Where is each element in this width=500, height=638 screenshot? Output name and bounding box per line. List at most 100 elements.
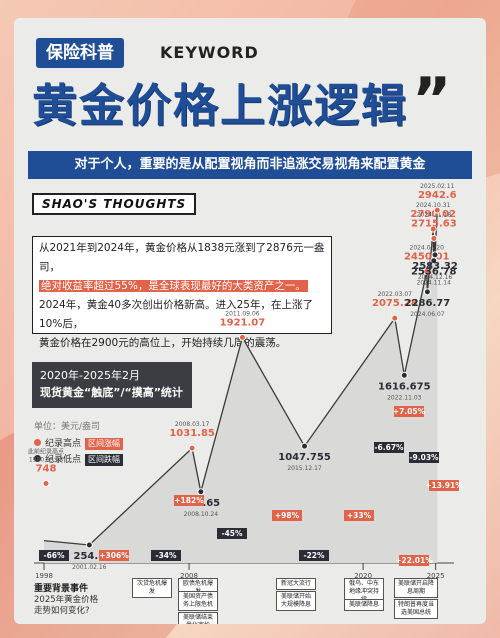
point-low: [197, 488, 205, 496]
point-value: 2075.28: [372, 298, 418, 309]
point-value: 1031.85: [169, 428, 215, 439]
point-value: 2790.02: [410, 209, 456, 220]
change-badge: [39, 550, 69, 561]
point-high: [423, 268, 431, 276]
event-3: 美国资产债务上限危机: [178, 591, 218, 611]
change-label: +7.05%: [393, 407, 426, 416]
infographic-card: 保险科普 KEYWORD 黄金价格上涨逻辑 ” 对于个人，重要的是从配置视角而非…: [14, 18, 486, 624]
point-date: 2024.11.18: [417, 211, 452, 218]
event-6: 美联储开始大规模降息: [276, 591, 316, 611]
change-label: +98%: [275, 511, 300, 520]
point-low: [85, 541, 93, 549]
point-high: [188, 444, 196, 452]
change-label: -66%: [43, 551, 65, 560]
events-question: 2025年黄金价格走势如何变化?: [34, 595, 99, 616]
low-dot-icon: [34, 455, 41, 462]
change-label: -45%: [221, 529, 243, 538]
point-date: 2022.11.03: [387, 394, 422, 401]
point-high: [238, 333, 246, 341]
change-badge: [409, 452, 439, 463]
point-value: 748: [36, 464, 57, 475]
change-badge: [99, 550, 129, 561]
point-high: [391, 314, 399, 322]
point-low: [400, 371, 408, 379]
change-badge: [374, 442, 404, 453]
summary-textbox: 从2021年到2024年，黄金价格从1838元涨到了2876元一盎司， 绝对收益…: [32, 236, 332, 349]
change-badge: [174, 495, 204, 506]
high-dot-icon: [34, 439, 41, 446]
summary-line-3: 2024年，黄金40多次创出价格新高。进入25年，在上涨了10%后，: [39, 299, 313, 330]
events-title: 重要背景事件: [34, 584, 89, 594]
event-8: 美联储降息: [344, 599, 384, 611]
change-label: +182%: [174, 496, 204, 505]
point-date: 2008.03.17: [175, 421, 210, 428]
point-date: 2024.06.07: [410, 311, 445, 318]
price-area: [44, 210, 438, 563]
point-date: 2001.02.16: [72, 564, 107, 571]
summary-line-1: 从2021年到2024年，黄金价格从1838元涨到了2876元一盎司，: [39, 242, 325, 273]
point-value: 1921.07: [220, 317, 266, 328]
summary-line-4: 黄金价格在2900元的高位上，开始持续几周的震荡。: [39, 337, 287, 349]
change-badge: [272, 510, 302, 521]
change-label: -9.03%: [409, 453, 439, 462]
stats-range: 2020年-2025年2月: [40, 369, 140, 382]
quote-mark-icon: ”: [412, 65, 452, 135]
point-date: 2024.11.14: [417, 280, 452, 287]
x-tick-label: 2008: [180, 572, 198, 580]
point-value: 2583.32: [412, 261, 458, 272]
event-5: 新冠大流行: [276, 578, 316, 590]
point-value: 1616.675: [378, 381, 431, 392]
change-badge: [299, 550, 329, 561]
event-1: 次贷危机爆发: [132, 578, 172, 598]
change-label: +306%: [99, 551, 129, 560]
event-10: 特朗普再度当选美国总统: [394, 599, 438, 619]
point-low: [301, 442, 309, 450]
point-date: 2011.09.06: [225, 310, 260, 317]
point-date: 2008.10.24: [184, 511, 219, 518]
change-label: -22%: [303, 551, 325, 560]
point-value: 2286.77: [405, 298, 451, 309]
change-label: -6.67%: [374, 443, 404, 452]
x-tick-label: 2020: [354, 572, 372, 580]
point-date: 1980.09.23: [29, 457, 64, 464]
change-badge: [399, 555, 429, 566]
keyword-label: KEYWORD: [160, 43, 259, 62]
subtitle-bar: 对于个人，重要的是从配置视角而非追涨交易视角来配置黄金: [28, 151, 472, 179]
point-low: [423, 288, 431, 296]
point-date: 2024.10.31: [416, 202, 451, 209]
point-date: 2025.02.11: [420, 183, 455, 190]
point-high: [429, 225, 437, 233]
legend-low: 纪录低点 区间跌幅: [34, 452, 124, 468]
change-label: -34%: [155, 551, 177, 560]
legend-high: 纪录高点 区间涨幅: [34, 436, 124, 452]
thoughts-badge: SHAO'S THOUGHTS: [32, 193, 197, 215]
x-tick-label: 2025: [427, 572, 445, 580]
change-badge: [394, 406, 424, 417]
page-title: 黄金价格上涨逻辑: [32, 79, 409, 132]
point-note: 此前纪录高点: [28, 448, 64, 456]
change-label: +33%: [347, 511, 372, 520]
change-badge: [217, 528, 247, 539]
category-tag: 保险科普: [36, 38, 124, 68]
x-tick-label: 1998: [35, 572, 53, 580]
point-value: 2536.78: [411, 267, 457, 278]
point-date: 2024.12.16: [418, 274, 453, 281]
point-value: 2715.63: [411, 218, 457, 229]
point-date: 2024.05.20: [410, 245, 445, 252]
event-9: 美联储开启降息周期: [394, 578, 438, 598]
unit-label: 单位：美元/盎司: [34, 422, 101, 432]
point-high: [42, 480, 50, 488]
point-high: [433, 206, 441, 214]
change-badge: [151, 550, 181, 561]
event-4: 美联储结束量化宽松: [178, 612, 218, 624]
change-label: +22.01%: [395, 556, 433, 565]
change-badge: [344, 510, 374, 521]
point-low: [431, 251, 439, 259]
summary-line-2: 绝对收益率超过55%，是全球表现最好的大类资产之一。: [39, 280, 308, 292]
point-value: 2942.6: [418, 190, 457, 201]
stats-title: 现货黄金“触底”/“摸高”统计: [40, 386, 183, 399]
stats-box: 2020年-2025年2月 现货黄金“触底”/“摸高”统计: [32, 362, 192, 408]
legend: 纪录高点 区间涨幅 纪录低点 区间跌幅: [34, 436, 124, 468]
